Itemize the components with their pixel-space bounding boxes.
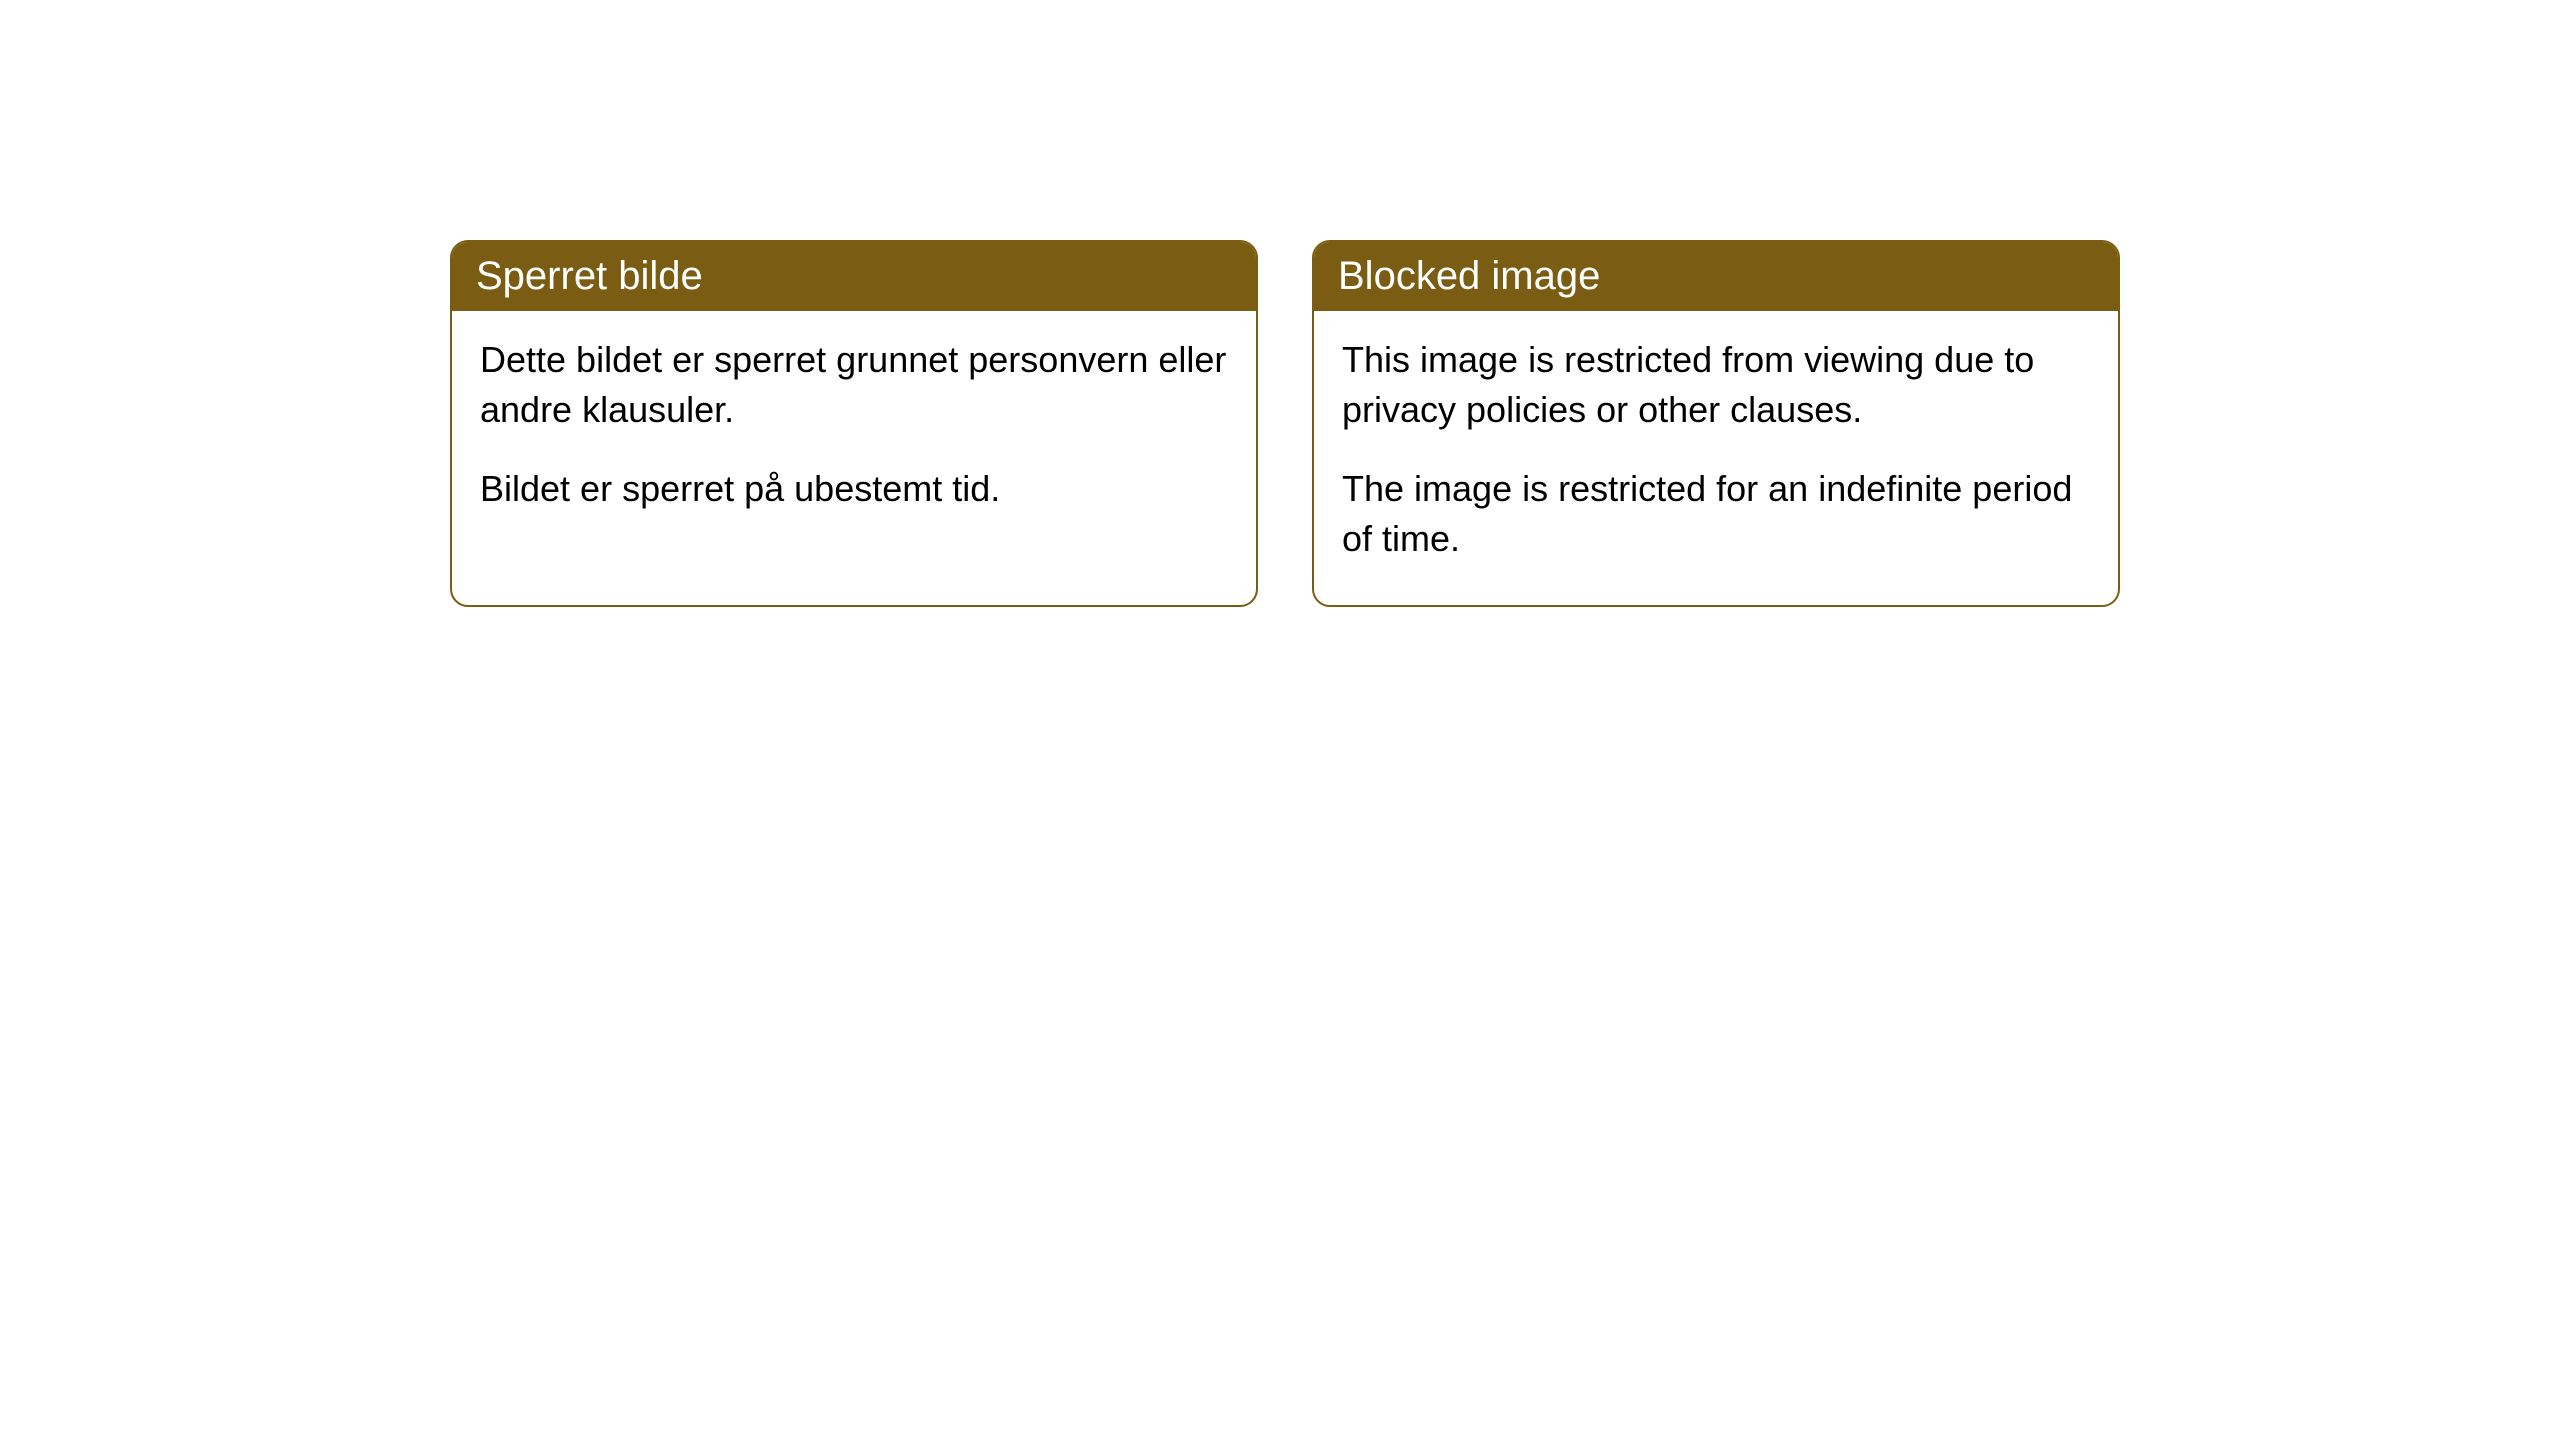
notice-cards-container: Sperret bilde Dette bildet er sperret gr… xyxy=(450,240,2120,607)
card-paragraph-2-no: Bildet er sperret på ubestemt tid. xyxy=(480,464,1228,514)
card-header-en: Blocked image xyxy=(1314,242,2118,311)
blocked-image-card-no: Sperret bilde Dette bildet er sperret gr… xyxy=(450,240,1258,607)
card-paragraph-2-en: The image is restricted for an indefinit… xyxy=(1342,464,2090,565)
card-header-no: Sperret bilde xyxy=(452,242,1256,311)
card-body-en: This image is restricted from viewing du… xyxy=(1314,311,2118,605)
card-paragraph-1-en: This image is restricted from viewing du… xyxy=(1342,335,2090,436)
card-body-no: Dette bildet er sperret grunnet personve… xyxy=(452,311,1256,554)
blocked-image-card-en: Blocked image This image is restricted f… xyxy=(1312,240,2120,607)
card-paragraph-1-no: Dette bildet er sperret grunnet personve… xyxy=(480,335,1228,436)
